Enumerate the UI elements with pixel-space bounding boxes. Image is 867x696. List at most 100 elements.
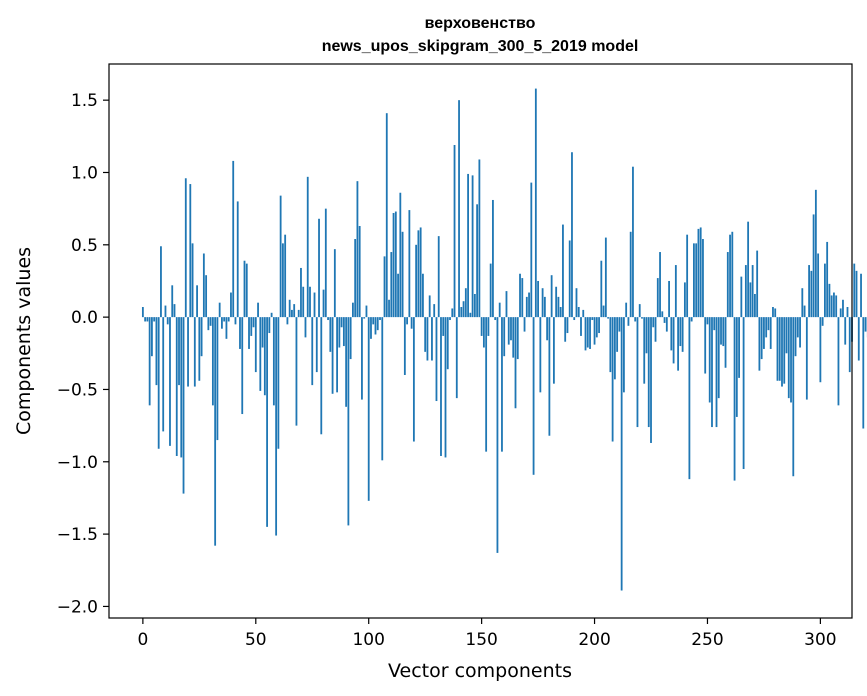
bar (814, 189, 817, 318)
bar (340, 317, 343, 328)
bar (720, 317, 722, 345)
bar (796, 317, 799, 338)
bar (776, 317, 779, 381)
bar (390, 252, 393, 318)
bar (209, 317, 212, 326)
y-tick-label: −1.0 (57, 453, 98, 473)
bar (636, 317, 639, 428)
bar (245, 263, 248, 318)
bar (824, 263, 826, 318)
bar (546, 317, 549, 341)
bar (611, 317, 614, 442)
bar (236, 201, 239, 318)
bar (781, 317, 783, 387)
bar (277, 317, 280, 449)
bar (613, 317, 616, 380)
bar (708, 317, 711, 403)
bar (379, 317, 381, 321)
bar (169, 317, 171, 446)
bar (501, 317, 503, 452)
bar (397, 273, 399, 318)
bar (406, 317, 409, 325)
bar (717, 317, 720, 399)
bar (821, 317, 824, 326)
bar (528, 292, 530, 318)
bar (790, 317, 792, 403)
bar (440, 317, 442, 456)
bar (586, 317, 589, 348)
bar (589, 317, 591, 349)
bar (810, 270, 813, 318)
bar (641, 317, 643, 319)
bar (803, 305, 806, 318)
bar (173, 304, 176, 318)
bar (352, 302, 354, 318)
y-tick-label: 0.5 (71, 236, 98, 256)
bar (252, 317, 255, 328)
bar (747, 221, 750, 318)
bar (580, 317, 582, 336)
bar (153, 317, 156, 322)
x-tick-label: 0 (137, 630, 148, 650)
bar (243, 260, 246, 318)
bar (478, 159, 481, 318)
bar (272, 317, 275, 406)
bar (315, 317, 318, 373)
bar (769, 317, 772, 349)
bar (679, 317, 682, 347)
bar (191, 243, 194, 318)
bar (731, 231, 734, 318)
bar (482, 317, 485, 348)
bar (444, 317, 447, 458)
bar (668, 280, 670, 318)
bar (598, 317, 600, 334)
bar (437, 236, 440, 318)
bar (817, 253, 820, 318)
bar (261, 317, 264, 348)
bar (370, 317, 372, 339)
bar (839, 308, 842, 318)
bar (223, 317, 226, 322)
bar (263, 317, 266, 396)
bar (577, 307, 580, 318)
bar (232, 160, 235, 318)
bar (756, 250, 759, 318)
y-tick-label: 0.0 (71, 308, 98, 328)
bar (189, 184, 192, 318)
plot-frame (108, 63, 853, 619)
bar (295, 317, 298, 426)
bar (401, 231, 404, 318)
bar (318, 218, 320, 318)
bar (489, 263, 492, 318)
bar (826, 241, 829, 318)
bar (812, 214, 815, 318)
bar (313, 292, 316, 318)
bar (144, 317, 147, 322)
bar (381, 317, 384, 461)
bar (760, 317, 763, 360)
bar (342, 317, 345, 347)
bar (523, 317, 526, 332)
bar (347, 317, 350, 526)
bar (541, 288, 544, 318)
bar (862, 317, 865, 429)
bar (562, 224, 564, 318)
bar (693, 243, 695, 318)
bar (320, 317, 323, 435)
bar (724, 317, 727, 368)
chart-title: верховенство (425, 15, 536, 32)
bar (162, 317, 165, 432)
bar (805, 317, 808, 400)
bar (573, 317, 576, 321)
bar (683, 282, 686, 318)
bar (419, 227, 422, 318)
bar (356, 181, 359, 318)
bar (568, 240, 571, 318)
bar (309, 286, 311, 318)
bar (336, 317, 338, 393)
bar (510, 317, 512, 341)
bar (778, 317, 781, 381)
bar (842, 299, 844, 318)
bar (704, 317, 707, 374)
bar (394, 211, 397, 318)
